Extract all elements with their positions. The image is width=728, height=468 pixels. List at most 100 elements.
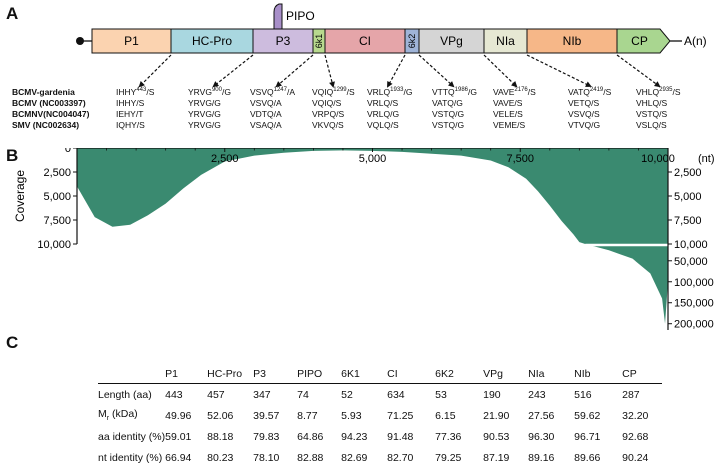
- panel-label-a: A: [6, 4, 19, 23]
- column-header: P3: [253, 368, 266, 380]
- table-cell: 89.16: [528, 451, 555, 464]
- table-cell: 79.83: [253, 430, 280, 443]
- cleavage-arrowhead: [387, 81, 393, 88]
- table-cell: 78.10: [253, 451, 280, 464]
- table-cell: 71.25: [387, 409, 414, 422]
- genome-segment-vpg: [418, 28, 485, 54]
- genome-map: P1 HC-Pro P3 6k1 CI 6k2 VPg NIa NIb CP PIPO A(n): [76, 3, 707, 88]
- table-cell: 634: [387, 388, 405, 401]
- cleavage-site: VELE/S: [493, 109, 523, 119]
- table-cell: 87.19: [483, 451, 510, 464]
- coverage-chart: 2,500 5,000 7,500 10,000 0 2,500 5,000 7,500 10,…: [13, 148, 715, 331]
- table-cell: 82.70: [387, 451, 414, 464]
- table-cell: 91.48: [387, 430, 414, 443]
- cleavage-site: VSVQ/S: [568, 109, 600, 119]
- pipo-label: PIPO: [286, 9, 315, 23]
- cleavage-site-column: VQIQ1299/S VQIQ/S VRPQ/S VKVQ/S: [312, 87, 355, 131]
- cleavage-site: VSTQ/S: [636, 109, 668, 119]
- cleavage-site-column: VTTQ1986/G VATQ/G VSTQ/G VSTQ/G: [432, 87, 477, 131]
- cleavage-site-gardenia: VTTQ1986/G: [432, 87, 478, 97]
- cleavage-arrowhead: [329, 81, 335, 88]
- cleavage-site: IQHY/S: [116, 120, 145, 130]
- genome-segment-label: NIb: [563, 34, 582, 48]
- table-cell: 21.90: [483, 409, 510, 422]
- genome-segment-cp: [616, 28, 671, 54]
- column-header: CI: [387, 368, 398, 380]
- table-cell: 82.88: [297, 451, 324, 464]
- column-header: VPg: [483, 368, 503, 380]
- cleavage-arrow: [324, 54, 334, 87]
- column-header: 6K1: [341, 368, 360, 380]
- row-label: Mr (kDa): [98, 408, 138, 423]
- cleavage-site: VSVQ/A: [250, 98, 282, 108]
- table-cell: 96.71: [574, 430, 601, 443]
- cleavage-site: YRVG/G: [188, 109, 221, 119]
- y-tick-label-right: 10,000: [674, 239, 708, 251]
- cleavage-site: VATQ/G: [432, 98, 463, 108]
- cleavage-site: VDTQ/A: [250, 109, 282, 119]
- cleavage-site-gardenia: VQIQ1299/S: [312, 87, 355, 97]
- table-cell: 64.86: [297, 430, 324, 443]
- cleavage-site: VEME/S: [493, 120, 526, 130]
- cleavage-site: VSTQ/G: [432, 109, 465, 119]
- y-tick-label-right-lower: 150,000: [674, 298, 714, 310]
- cleavage-site: VHLQ/S: [636, 98, 668, 108]
- column-header: P1: [165, 368, 178, 380]
- virus-label: SMV (NC002634): [12, 120, 80, 130]
- cleavage-arrowhead: [212, 81, 219, 88]
- polya-label: A(n): [684, 34, 707, 48]
- table-cell: 88.18: [207, 430, 234, 443]
- virus-label: BCMV-gardenia: [12, 87, 75, 97]
- table-cell: 94.23: [341, 430, 368, 443]
- table-cell: 90.24: [622, 451, 649, 464]
- column-header: HC-Pro: [207, 368, 243, 380]
- table-cell: 90.53: [483, 430, 510, 443]
- table-cell: 8.77: [297, 409, 318, 422]
- y-tick-label-left: 0: [65, 148, 71, 155]
- panel-label-b: B: [6, 146, 19, 165]
- cleavage-site-column: VSVQ1247/A VSVQ/A VDTQ/A VSAQ/A: [250, 87, 295, 131]
- y-tick-label-left: 5,000: [43, 191, 71, 203]
- cleavage-arrow: [387, 54, 406, 87]
- cleavage-site: VTVQ/G: [568, 120, 601, 130]
- table-header-row: P1 HC-Pro P3 PIPO 6K1 CI 6K2 VPg NIa NIb…: [98, 365, 663, 384]
- cleavage-site: VRLQ/S: [367, 98, 399, 108]
- table-cell: 6.15: [435, 409, 456, 422]
- genome-segment-ci: [324, 28, 406, 54]
- table-cell: 89.66: [574, 451, 601, 464]
- table-cell: 443: [165, 388, 183, 401]
- genome-segment-nia: [483, 28, 528, 54]
- table-cell: 32.20: [622, 409, 649, 422]
- cleavage-arrow: [418, 54, 454, 87]
- table-cell: 52.06: [207, 409, 234, 422]
- cleavage-site-gardenia: VRLQ1933/G: [367, 87, 413, 97]
- table-cell: 74: [297, 388, 309, 401]
- x-tick-label: 10,000: [641, 153, 675, 165]
- cleavage-site: VQIQ/S: [312, 98, 342, 108]
- table-cell: 59.01: [165, 430, 192, 443]
- cleavage-site: YRVG/G: [188, 120, 221, 130]
- cleavage-arrowhead: [654, 81, 661, 88]
- cleavage-arrowhead: [511, 81, 518, 88]
- y-tick-label-left: 2,500: [43, 167, 71, 179]
- table-cell: 516: [574, 388, 592, 401]
- y-tick-label-left: 7,500: [43, 215, 71, 227]
- x-tick-label: 2,500: [211, 153, 239, 165]
- row-label: nt identity (%): [98, 451, 163, 464]
- table-cell: 77.36: [435, 430, 462, 443]
- cleavage-site-column: VATQ2419/S VETQ/S VSVQ/S VTVQ/G: [568, 87, 611, 131]
- y-tick-label-right-lower: 200,000: [674, 319, 714, 331]
- x-tick-label: 7,500: [506, 153, 534, 165]
- cleavage-site: VETQ/S: [568, 98, 600, 108]
- genome-segment-label: HC-Pro: [192, 34, 232, 48]
- table-cell: 190: [483, 388, 501, 401]
- genome-segment-label: P1: [124, 34, 139, 48]
- table-cell: 49.96: [165, 409, 192, 422]
- genome-segment-label: 6k2: [407, 34, 417, 49]
- table-cell: 457: [207, 388, 225, 401]
- table-cell: 287: [622, 388, 640, 401]
- table-cell: 92.68: [622, 430, 649, 443]
- x-unit-label: (nt): [698, 153, 715, 165]
- table-row: Length (aa) 443 457 347 74 52 634 53 190 243 516 28…: [98, 384, 662, 406]
- cleavage-site: VKVQ/S: [312, 120, 344, 130]
